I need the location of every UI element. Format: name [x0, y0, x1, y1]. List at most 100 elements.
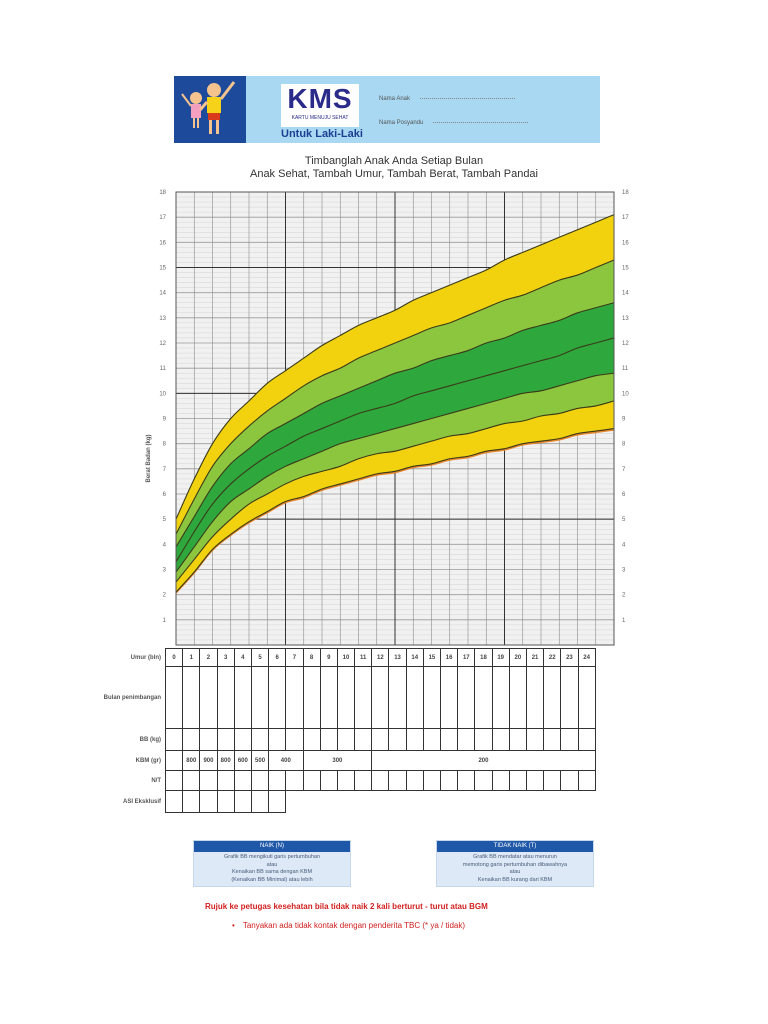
- y-tick-right: 8: [622, 442, 626, 448]
- entry-cell[interactable]: [354, 666, 373, 729]
- y-tick-right: 18: [622, 190, 629, 196]
- month-cell: 6: [268, 648, 287, 667]
- entry-cell[interactable]: [525, 728, 545, 751]
- child-name-field[interactable]: Nama Anak: [379, 96, 516, 102]
- entry-cell[interactable]: [319, 666, 338, 729]
- posyandu-name-input-line[interactable]: [433, 121, 529, 123]
- entry-cell[interactable]: [250, 770, 270, 791]
- entry-cell[interactable]: [336, 770, 356, 791]
- asi-cell[interactable]: [233, 790, 252, 813]
- entry-cell[interactable]: [560, 666, 579, 729]
- entry-cell[interactable]: [543, 666, 562, 729]
- entry-cell[interactable]: [525, 666, 545, 729]
- asi-cell[interactable]: [216, 790, 235, 813]
- entry-cell[interactable]: [439, 770, 459, 791]
- logo-subtitle: KARTU MENUJU SEHAT: [291, 115, 349, 121]
- entry-cell[interactable]: [354, 770, 373, 791]
- entry-cell[interactable]: [525, 770, 545, 791]
- entry-cell[interactable]: [182, 728, 201, 751]
- entry-cell[interactable]: [474, 770, 493, 791]
- entry-cell[interactable]: [216, 728, 235, 751]
- entry-cell[interactable]: [474, 728, 493, 751]
- entry-cell[interactable]: [491, 728, 510, 751]
- entry-cell[interactable]: [285, 770, 304, 791]
- entry-cell[interactable]: [543, 728, 562, 751]
- y-tick-right: 3: [622, 568, 626, 574]
- entry-cell[interactable]: [250, 666, 270, 729]
- entry-cell[interactable]: [577, 728, 596, 751]
- entry-cell[interactable]: [577, 666, 596, 729]
- entry-cell[interactable]: [319, 770, 338, 791]
- entry-cell[interactable]: [319, 728, 338, 751]
- entry-cell[interactable]: [491, 770, 510, 791]
- entry-cell[interactable]: [302, 666, 321, 729]
- entry-cell[interactable]: [439, 728, 459, 751]
- entry-cell[interactable]: [302, 770, 321, 791]
- entry-cell[interactable]: [216, 666, 235, 729]
- asi-cell[interactable]: [164, 790, 184, 813]
- entry-cell[interactable]: [388, 728, 407, 751]
- growth-curve-line: [175, 372, 615, 573]
- entry-cell[interactable]: [233, 770, 252, 791]
- entry-cell[interactable]: [164, 728, 184, 751]
- entry-cell[interactable]: [405, 666, 424, 729]
- entry-cell[interactable]: [233, 728, 252, 751]
- entry-cell[interactable]: [199, 666, 218, 729]
- y-tick-left: 17: [159, 215, 166, 221]
- y-tick-right: 10: [622, 391, 629, 397]
- asi-cell: [320, 791, 337, 813]
- entry-cell[interactable]: [508, 770, 527, 791]
- entry-cell[interactable]: [182, 666, 201, 729]
- entry-cell[interactable]: [491, 666, 510, 729]
- entry-cell[interactable]: [371, 770, 390, 791]
- child-name-input-line[interactable]: [420, 97, 516, 99]
- entry-cell[interactable]: [285, 728, 304, 751]
- entry-cell[interactable]: [405, 770, 424, 791]
- entry-cell[interactable]: [457, 666, 476, 729]
- entry-cell[interactable]: [560, 770, 579, 791]
- entry-cell[interactable]: [422, 728, 442, 751]
- entry-cell[interactable]: [233, 666, 252, 729]
- growth-curve-line: [175, 214, 615, 520]
- entry-cell[interactable]: [422, 770, 442, 791]
- entry-cell[interactable]: [285, 666, 304, 729]
- y-tick-left: 7: [163, 467, 167, 473]
- entry-cell[interactable]: [577, 770, 596, 791]
- entry-cell[interactable]: [164, 770, 184, 791]
- entry-cell[interactable]: [302, 728, 321, 751]
- entry-cell[interactable]: [336, 666, 356, 729]
- entry-cell[interactable]: [560, 728, 579, 751]
- entry-cell[interactable]: [268, 728, 287, 751]
- entry-cell[interactable]: [268, 770, 287, 791]
- entry-cell[interactable]: [543, 770, 562, 791]
- posyandu-name-field[interactable]: Nama Posyandu: [379, 120, 529, 126]
- entry-cell[interactable]: [388, 770, 407, 791]
- entry-cell[interactable]: [439, 666, 459, 729]
- entry-cell[interactable]: [388, 666, 407, 729]
- asi-cell[interactable]: [182, 790, 201, 813]
- entry-cell[interactable]: [164, 666, 184, 729]
- entry-cell[interactable]: [474, 666, 493, 729]
- entry-cell[interactable]: [457, 728, 476, 751]
- entry-cell[interactable]: [250, 728, 270, 751]
- asi-cell[interactable]: [199, 790, 218, 813]
- y-tick-left: 2: [163, 593, 167, 599]
- entry-cell[interactable]: [422, 666, 442, 729]
- entry-cell[interactable]: [508, 666, 527, 729]
- entry-cell[interactable]: [457, 770, 476, 791]
- entry-cell[interactable]: [371, 666, 390, 729]
- asi-cell[interactable]: [268, 790, 287, 813]
- naik-line: atau: [266, 861, 278, 868]
- entry-cell[interactable]: [354, 728, 373, 751]
- month-cell: 9: [319, 648, 338, 667]
- asi-cell[interactable]: [250, 790, 270, 813]
- entry-cell[interactable]: [371, 728, 390, 751]
- entry-cell[interactable]: [182, 770, 201, 791]
- entry-cell[interactable]: [268, 666, 287, 729]
- entry-cell[interactable]: [199, 728, 218, 751]
- entry-cell[interactable]: [199, 770, 218, 791]
- entry-cell[interactable]: [508, 728, 527, 751]
- entry-cell[interactable]: [336, 728, 356, 751]
- entry-cell[interactable]: [216, 770, 235, 791]
- entry-cell[interactable]: [405, 728, 424, 751]
